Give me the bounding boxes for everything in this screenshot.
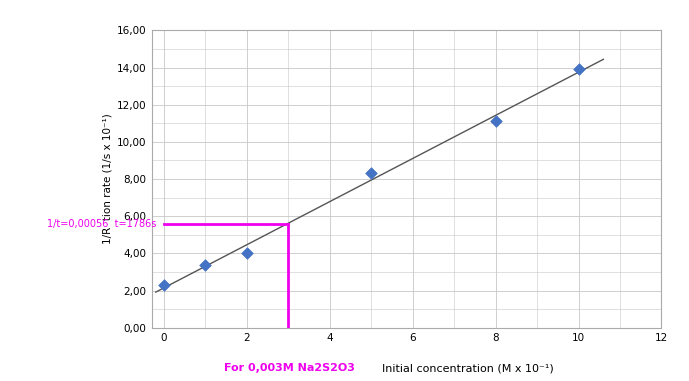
Point <box>158 282 169 288</box>
Y-axis label: 1/R  tion rate (1/s x 10⁻¹): 1/R tion rate (1/s x 10⁻¹) <box>103 114 113 245</box>
Text: For 0,003M Na2S2O3: For 0,003M Na2S2O3 <box>224 363 355 373</box>
Point <box>573 66 584 72</box>
Point <box>241 250 252 256</box>
Point <box>366 170 377 176</box>
Point <box>490 118 501 125</box>
Text: Initial concentration (M x 10⁻¹): Initial concentration (M x 10⁻¹) <box>382 363 553 373</box>
Text: 1/t=0,00056  t=1786s: 1/t=0,00056 t=1786s <box>47 219 156 229</box>
Point <box>200 261 211 267</box>
